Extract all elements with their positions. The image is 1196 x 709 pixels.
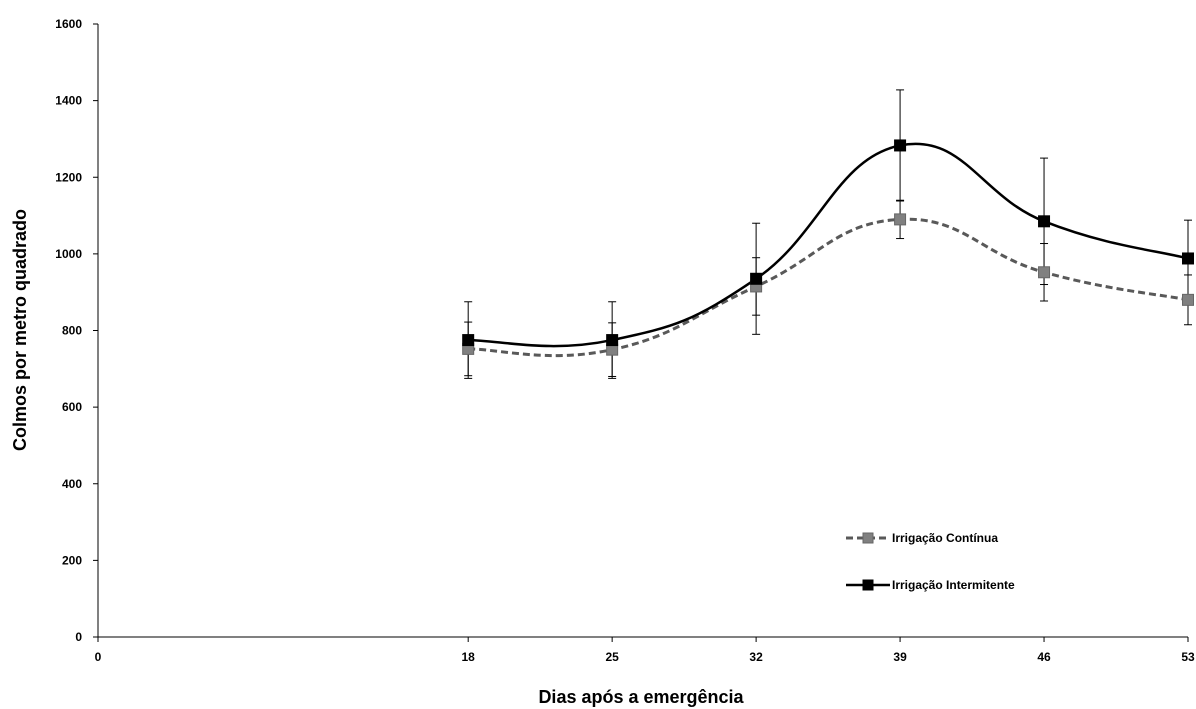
x-tick-label: 39 bbox=[893, 650, 907, 664]
x-ticks: 0 18 25 32 39 46 53 bbox=[95, 637, 1195, 664]
y-tick-label: 400 bbox=[62, 477, 82, 491]
data-point-marker bbox=[894, 139, 907, 152]
x-tick-label: 32 bbox=[749, 650, 763, 664]
data-point-marker bbox=[1038, 215, 1051, 228]
series-lines bbox=[468, 142, 1189, 358]
y-tick-label: 0 bbox=[75, 630, 82, 644]
series-line-0 bbox=[468, 217, 1189, 358]
series-line-1 bbox=[468, 142, 1189, 348]
y-tick-label: 800 bbox=[62, 324, 82, 338]
legend: Irrigação Contínua Irrigação Intermitente bbox=[846, 531, 1015, 592]
markers bbox=[462, 139, 1194, 356]
y-tick-label: 600 bbox=[62, 400, 82, 414]
y-tick-label: 200 bbox=[62, 553, 82, 567]
y-ticks: 0 200 400 600 800 1000 1200 1400 1600 bbox=[55, 17, 98, 644]
legend-marker-1 bbox=[862, 579, 874, 591]
x-tick-label: 0 bbox=[95, 650, 102, 664]
y-axis-title: Colmos por metro quadrado bbox=[10, 209, 30, 451]
data-point-marker bbox=[750, 272, 763, 285]
axes bbox=[97, 24, 1188, 638]
x-tick-label: 18 bbox=[462, 650, 476, 664]
legend-label-1: Irrigação Intermitente bbox=[892, 578, 1015, 592]
x-axis-title: Dias após a emergência bbox=[538, 687, 744, 707]
x-tick-label: 25 bbox=[605, 650, 619, 664]
x-tick-label: 46 bbox=[1037, 650, 1051, 664]
legend-marker-0 bbox=[862, 532, 874, 544]
data-point-marker bbox=[606, 334, 619, 347]
legend-label-0: Irrigação Contínua bbox=[892, 531, 998, 545]
y-tick-label: 1200 bbox=[55, 170, 82, 184]
data-point-marker bbox=[1038, 266, 1051, 279]
data-point-marker bbox=[1182, 252, 1194, 265]
y-tick-label: 1400 bbox=[55, 94, 82, 108]
data-point-marker bbox=[894, 213, 907, 226]
data-point-marker bbox=[1182, 293, 1194, 306]
y-tick-label: 1600 bbox=[55, 17, 82, 31]
x-tick-label: 53 bbox=[1181, 650, 1195, 664]
y-tick-label: 1000 bbox=[55, 247, 82, 261]
data-point-marker bbox=[462, 334, 475, 347]
